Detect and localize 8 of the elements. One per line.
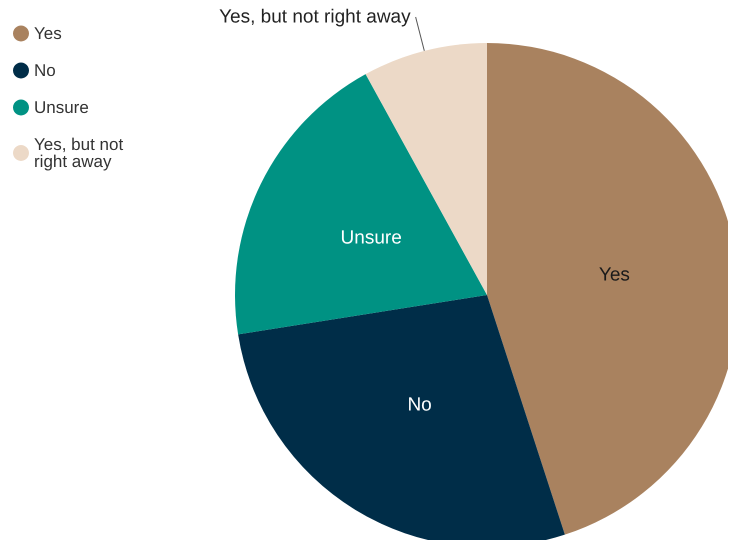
slice-label: Unsure: [340, 228, 402, 249]
legend-label: Yes: [34, 24, 62, 43]
slice-label: Yes: [598, 264, 630, 286]
slice-label: No: [407, 394, 432, 416]
legend-label: Unsure: [34, 98, 89, 117]
slice-label: Yes, but not right away: [219, 6, 412, 28]
legend-label: Yes, but not right away: [34, 135, 128, 171]
legend-label: No: [34, 61, 56, 80]
